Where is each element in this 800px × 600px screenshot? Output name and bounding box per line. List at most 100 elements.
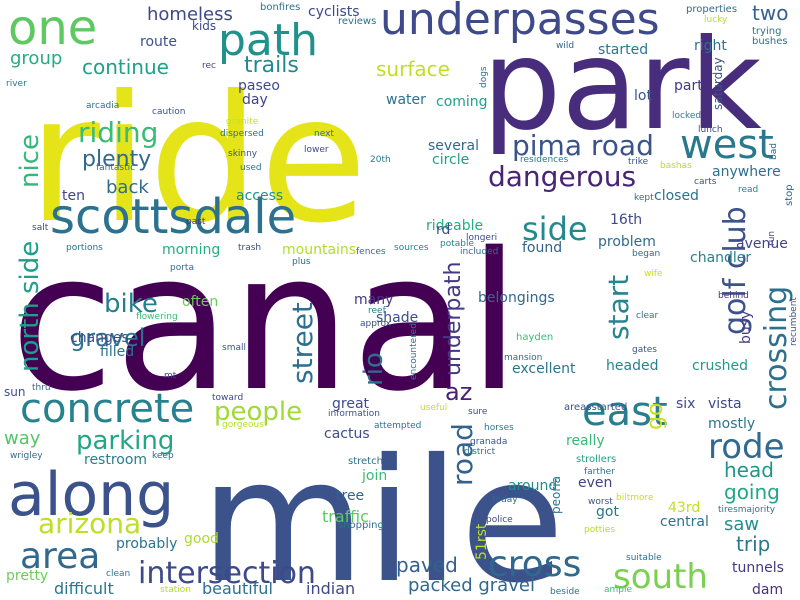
word-trash: trash xyxy=(238,243,261,253)
word-cactus: cactus xyxy=(324,426,370,442)
word-saturday: saturday xyxy=(711,57,725,110)
word-rideable: rideable xyxy=(426,218,483,234)
word-problem: problem xyxy=(598,234,656,250)
word-keep: keep xyxy=(152,451,174,461)
word-six: six xyxy=(676,396,695,412)
word-included: included xyxy=(460,247,498,257)
word-beautiful: beautiful xyxy=(202,579,273,598)
word-properties: properties xyxy=(686,4,737,15)
word-packed-gravel: packed gravel xyxy=(408,575,535,596)
word-police: police xyxy=(486,515,513,525)
word-surface: surface xyxy=(376,57,450,81)
word-rec: rec xyxy=(202,61,216,71)
word-carts: carts xyxy=(694,177,717,187)
word-shopping: shopping xyxy=(338,520,384,531)
word-porta: porta xyxy=(170,263,194,273)
word-longeri: longeri xyxy=(466,233,497,243)
word-salt: salt xyxy=(32,223,49,233)
word-flowering: flowering xyxy=(136,312,178,322)
word-attempted: attempted xyxy=(374,421,421,431)
word-tiresmajority: tiresmajority xyxy=(718,505,776,515)
word-clean: clean xyxy=(106,569,130,579)
word-stop: stop xyxy=(784,184,795,206)
word-water: water xyxy=(386,92,426,108)
word-today: today xyxy=(492,495,518,505)
word-right: right xyxy=(694,38,727,54)
word-fences: fences xyxy=(356,247,386,257)
word-vista: vista xyxy=(708,396,742,412)
word-back: back xyxy=(106,177,149,198)
word-found: found xyxy=(522,240,562,256)
word-closed: closed xyxy=(654,188,699,204)
word-even: even xyxy=(578,475,612,491)
word-often: often xyxy=(182,294,218,310)
word-began: began xyxy=(632,249,660,259)
word-locked: locked xyxy=(672,111,701,121)
word-started: started xyxy=(598,42,648,58)
word-areasstarted: areasstarted xyxy=(564,402,627,413)
word-16th: 16th xyxy=(610,212,642,228)
word-west: west xyxy=(680,122,774,168)
word-crushed: crushed xyxy=(692,358,748,374)
word-granite: granite xyxy=(226,117,259,127)
word-way: way xyxy=(4,428,41,449)
word-paved: paved xyxy=(396,553,458,577)
word-lucky: lucky xyxy=(704,15,728,25)
word-wife: wife xyxy=(644,269,663,279)
word-next: next xyxy=(314,129,334,139)
word-reviews: reviews xyxy=(338,16,376,27)
word-mt: mt xyxy=(164,371,177,381)
word-run: run xyxy=(767,231,777,246)
word-gates: gates xyxy=(632,345,657,355)
word-north-side: north side xyxy=(15,241,45,372)
word-recumbent: recumbent xyxy=(789,297,799,346)
word-20th: 20th xyxy=(370,155,391,165)
word-probably: probably xyxy=(116,536,177,552)
word-farther: farther xyxy=(584,467,615,477)
word-strollers: strollers xyxy=(576,454,616,465)
word-changes: changes xyxy=(70,330,129,346)
word-morning: morning xyxy=(162,242,220,258)
word-trip: trip xyxy=(736,532,770,556)
word-continue: continue xyxy=(82,55,169,79)
word-paseo: paseo xyxy=(238,78,280,94)
word-group: group xyxy=(10,48,62,69)
word-coming: coming xyxy=(436,94,488,110)
word-skinny: skinny xyxy=(228,149,258,159)
word-belongings: belongings xyxy=(478,290,555,306)
word-reef: reef xyxy=(368,306,387,316)
word-past: past xyxy=(186,217,206,227)
word-avenue: avenue xyxy=(736,236,788,252)
word-underpasses: underpasses xyxy=(380,0,660,45)
word-dam: dam xyxy=(752,582,783,598)
word-tree: tree xyxy=(336,488,364,504)
word-district: district xyxy=(464,447,496,457)
word-part: part xyxy=(674,78,703,94)
word-clear: clear xyxy=(636,311,659,321)
word-route: route xyxy=(140,34,177,50)
word-going: going xyxy=(724,480,780,504)
word-encountered: encountered xyxy=(409,323,419,380)
word-potties: potties xyxy=(584,525,615,535)
word-filled: filled xyxy=(100,344,134,360)
word-horses: horses xyxy=(484,423,514,433)
word-ample: ample xyxy=(604,585,632,595)
word-bonfires: bonfires xyxy=(260,2,300,13)
word-two: two xyxy=(752,1,788,25)
word-rd: rd xyxy=(436,222,450,238)
word-sun: sun xyxy=(4,385,25,399)
word-good: good xyxy=(184,531,219,547)
word-suitable: suitable xyxy=(626,553,662,563)
word-small: small xyxy=(222,343,246,353)
word-mountains: mountains xyxy=(282,242,356,258)
word-rio: rio xyxy=(359,352,389,386)
word-saw: saw xyxy=(724,514,759,535)
word-lower: lower xyxy=(304,145,329,155)
word-busy: busy xyxy=(738,311,754,344)
word-day: day xyxy=(242,92,268,108)
word-pretty: pretty xyxy=(6,568,48,584)
word-start: start xyxy=(602,275,635,340)
word-bashas: bashas xyxy=(660,161,692,171)
word-anywhere: anywhere xyxy=(712,164,781,180)
word-peoria: peoria xyxy=(549,476,563,514)
